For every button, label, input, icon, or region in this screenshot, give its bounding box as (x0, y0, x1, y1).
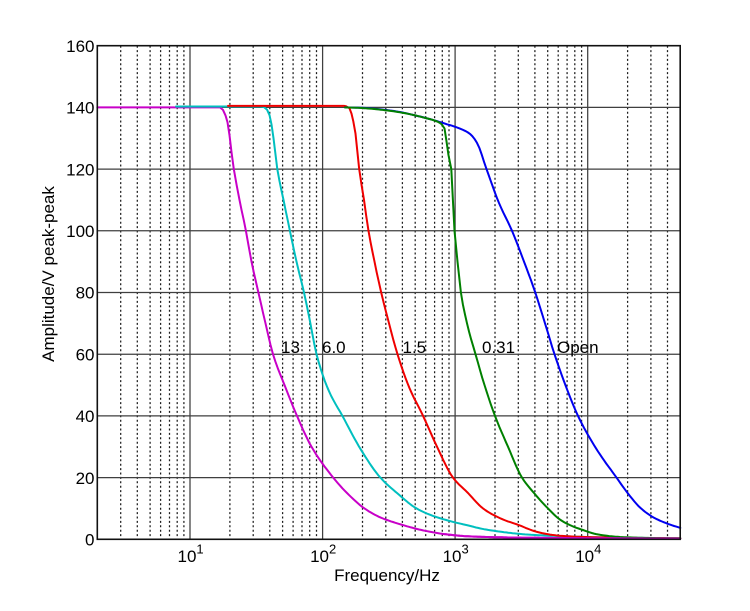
svg-text:1.5: 1.5 (403, 338, 427, 357)
svg-text:160: 160 (66, 37, 94, 56)
svg-text:Amplitude/V peak-peak: Amplitude/V peak-peak (39, 186, 58, 362)
svg-text:0: 0 (85, 531, 94, 550)
svg-text:100: 100 (66, 222, 94, 241)
svg-text:Frequency/Hz: Frequency/Hz (334, 566, 440, 585)
svg-text:Open: Open (557, 338, 599, 357)
svg-text:40: 40 (76, 407, 95, 426)
svg-text:0.31: 0.31 (482, 338, 515, 357)
svg-text:120: 120 (66, 160, 94, 179)
svg-text:20: 20 (76, 469, 95, 488)
svg-text:140: 140 (66, 99, 94, 118)
svg-text:13: 13 (281, 338, 300, 357)
svg-text:80: 80 (76, 284, 95, 303)
svg-text:6.0: 6.0 (322, 338, 346, 357)
svg-text:60: 60 (76, 345, 95, 364)
